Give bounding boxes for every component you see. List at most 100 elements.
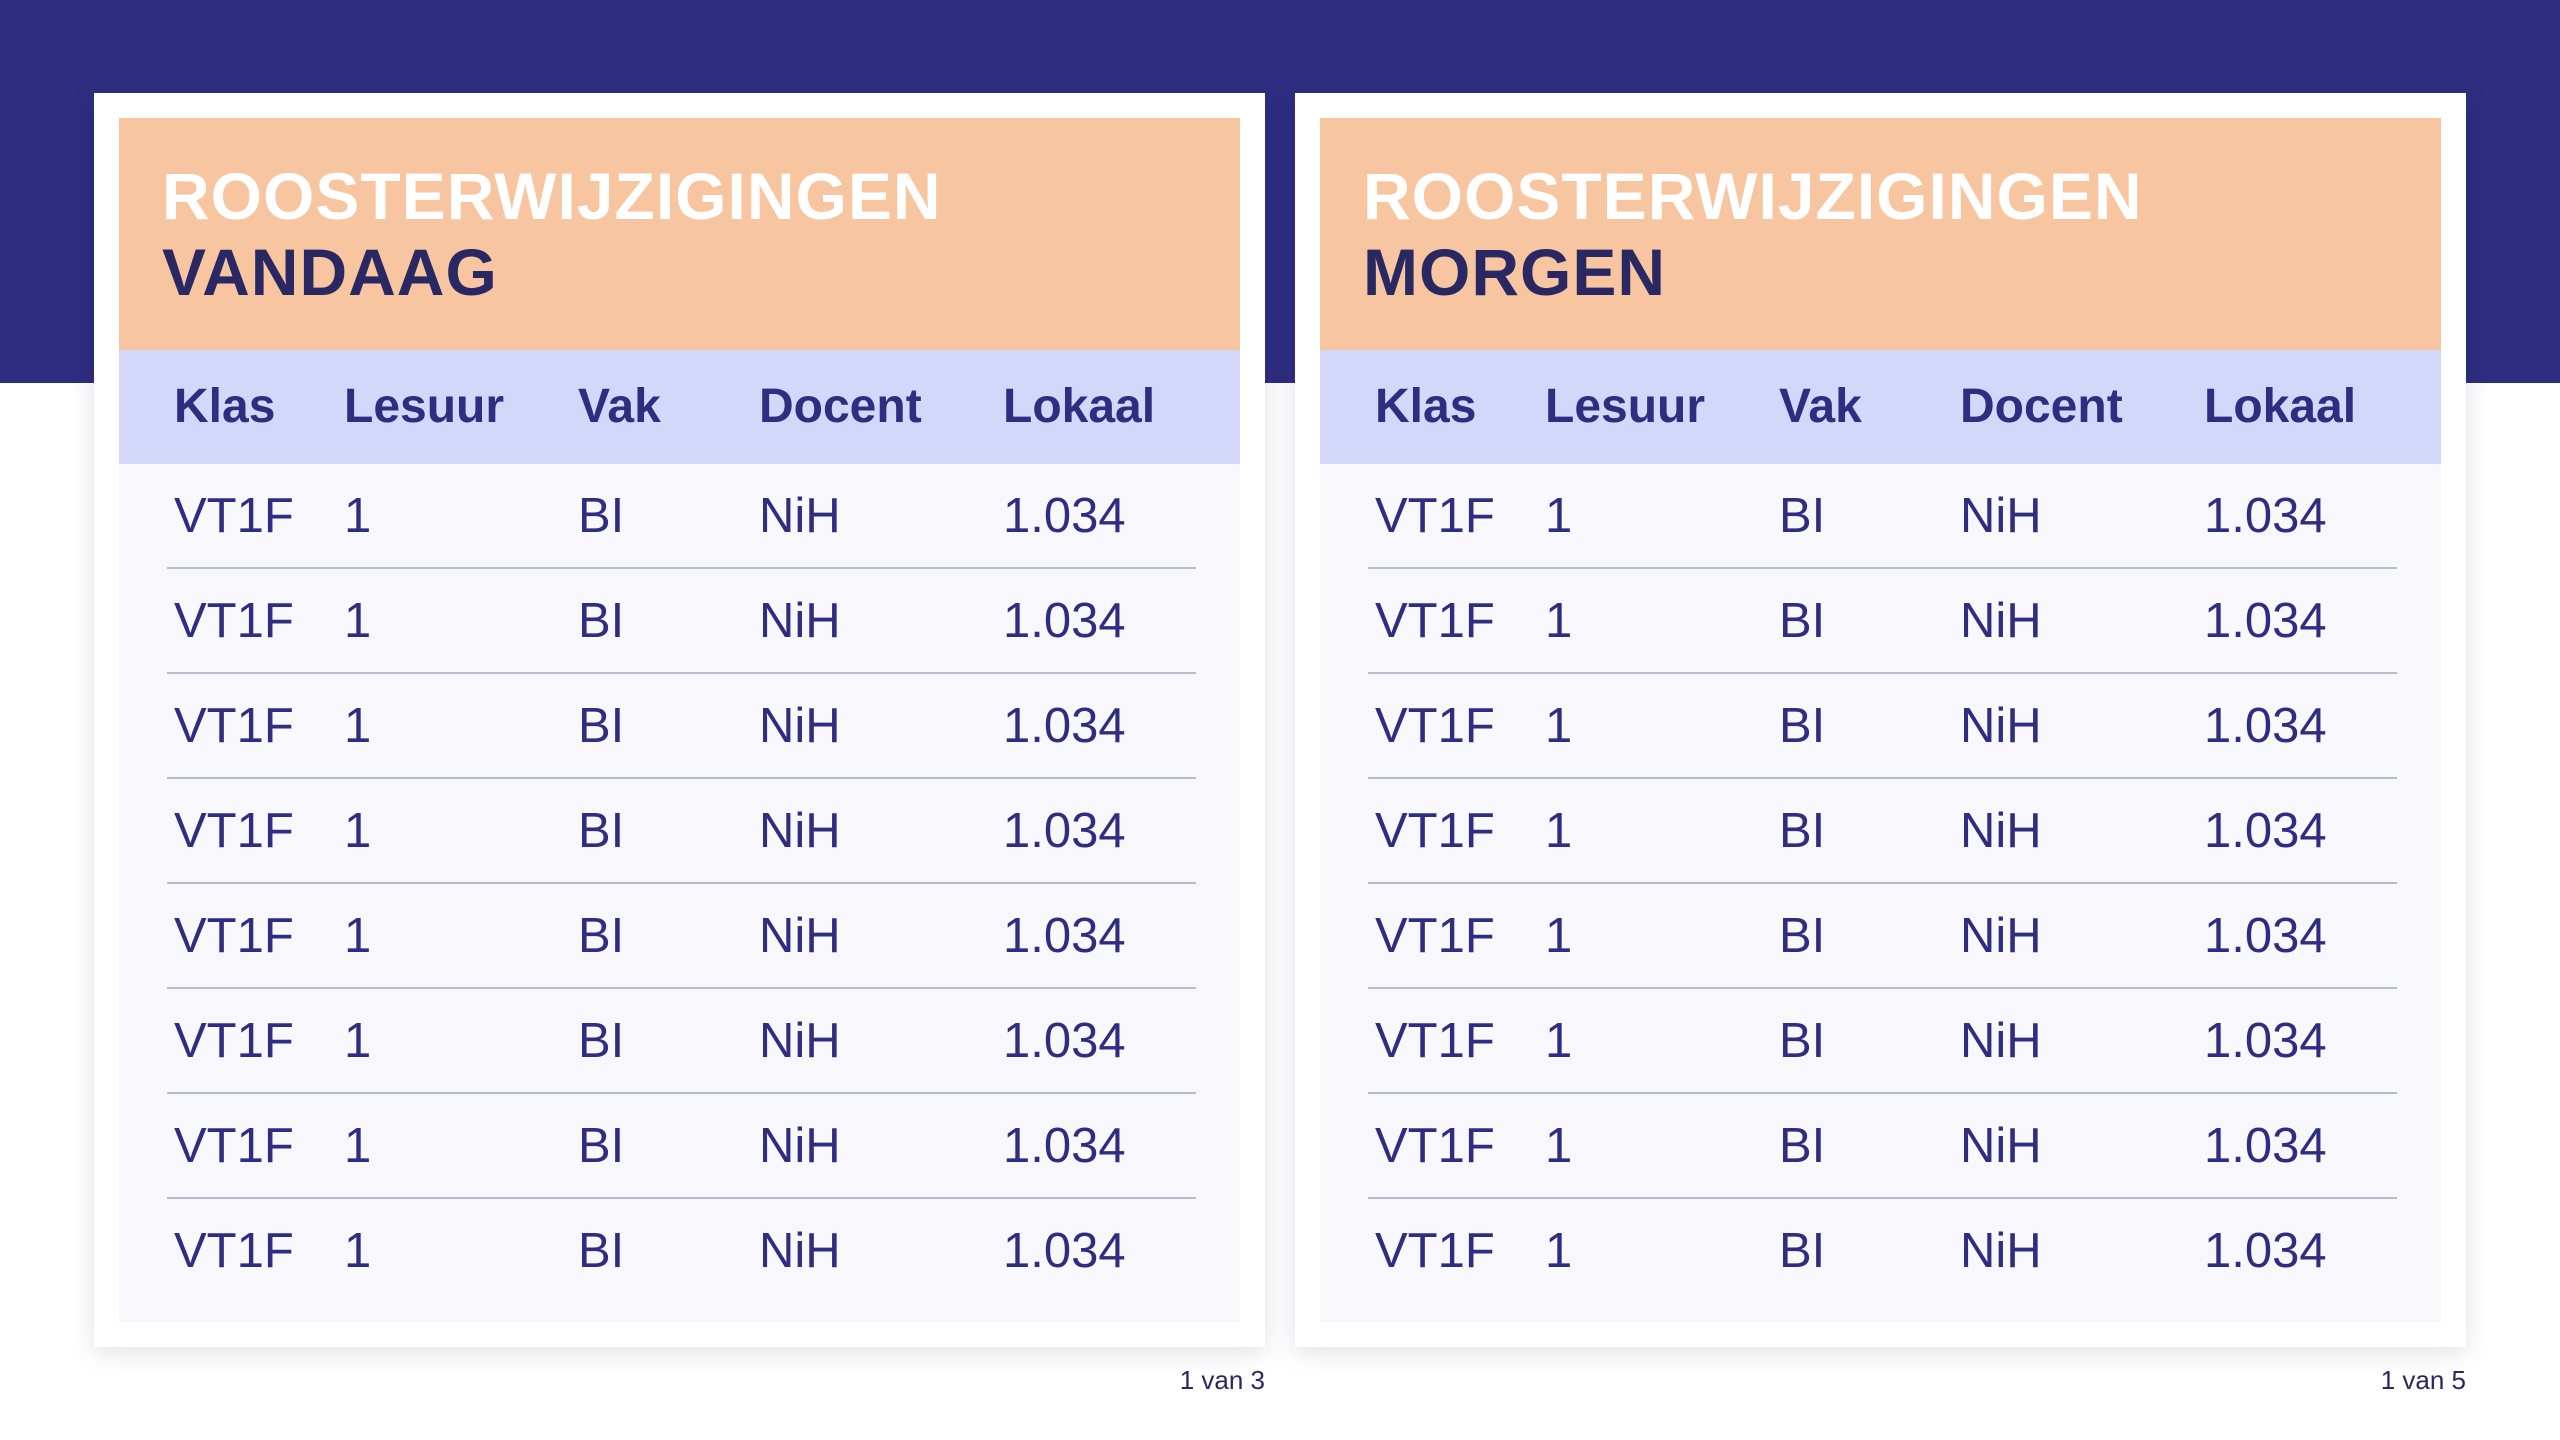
table-row: VT1F 1 BI NiH 1.034 [119,1094,1240,1199]
cell-docent: NiH [1960,489,2042,543]
cell-lesuur: 1 [344,594,372,648]
cell-vak: BI [1779,489,1826,543]
cell-vak: BI [1779,909,1826,963]
cell-vak: BI [1779,1119,1826,1173]
cell-klas: VT1F [1375,699,1495,753]
cell-vak: BI [1779,594,1826,648]
cell-vak: BI [1779,1014,1826,1068]
cell-lesuur: 1 [1545,1224,1573,1278]
cell-docent: NiH [1960,699,2042,753]
cell-klas: VT1F [174,1224,294,1278]
column-header-vak: Vak [1779,380,1862,433]
cell-docent: NiH [759,699,841,753]
cell-lesuur: 1 [344,1119,372,1173]
cell-lesuur: 1 [1545,489,1573,543]
table-row: VT1F 1 BI NiH 1.034 [1320,464,2441,569]
cell-lokaal: 1.034 [1003,489,1126,543]
cell-lesuur: 1 [1545,909,1573,963]
cell-klas: VT1F [174,804,294,858]
cell-lokaal: 1.034 [2204,594,2327,648]
table-row: VT1F 1 BI NiH 1.034 [119,1199,1240,1304]
cell-lesuur: 1 [1545,594,1573,648]
column-header-lokaal: Lokaal [1003,380,1156,433]
cell-lokaal: 1.034 [2204,1119,2327,1173]
cell-docent: NiH [759,1224,841,1278]
cell-lokaal: 1.034 [1003,1119,1126,1173]
panel-title-line1: ROOSTERWIJZIGINGEN [1363,159,2143,233]
page-indicator-today: 1 van 3 [1179,1365,1265,1395]
row-divider [167,672,1196,674]
cell-klas: VT1F [1375,1014,1495,1068]
table-row: VT1F 1 BI NiH 1.034 [119,884,1240,989]
column-header-klas: Klas [174,380,276,433]
panel-title-line1: ROOSTERWIJZIGINGEN [162,159,942,233]
cell-klas: VT1F [1375,1119,1495,1173]
cell-vak: BI [578,1014,625,1068]
cell-lesuur: 1 [344,909,372,963]
row-divider [1368,987,2397,989]
cell-lokaal: 1.034 [1003,909,1126,963]
cell-klas: VT1F [1375,909,1495,963]
cell-klas: VT1F [174,1119,294,1173]
cell-docent: NiH [1960,909,2042,963]
cell-vak: BI [578,1224,625,1278]
cell-lokaal: 1.034 [2204,1224,2327,1278]
cell-klas: VT1F [1375,1224,1495,1278]
column-header-row: Klas Lesuur Vak Docent Lokaal [119,350,1240,464]
cell-docent: NiH [1960,594,2042,648]
cell-klas: VT1F [174,594,294,648]
row-divider [1368,882,2397,884]
table-row: VT1F 1 BI NiH 1.034 [1320,779,2441,884]
cell-klas: VT1F [174,489,294,543]
cell-lokaal: 1.034 [1003,1224,1126,1278]
cell-lokaal: 1.034 [1003,804,1126,858]
cell-lesuur: 1 [1545,1014,1573,1068]
cell-vak: BI [578,1119,625,1173]
cell-lesuur: 1 [1545,1119,1573,1173]
cell-lesuur: 1 [1545,699,1573,753]
schedule-panel-tomorrow: ROOSTERWIJZIGINGEN MORGEN Klas Lesuur Va… [1295,93,2466,1347]
row-divider [1368,567,2397,569]
cell-lesuur: 1 [344,804,372,858]
table-row: VT1F 1 BI NiH 1.034 [119,569,1240,674]
table-row: VT1F 1 BI NiH 1.034 [119,989,1240,1094]
table-row: VT1F 1 BI NiH 1.034 [1320,989,2441,1094]
cell-lokaal: 1.034 [2204,1014,2327,1068]
cell-vak: BI [578,699,625,753]
cell-klas: VT1F [1375,804,1495,858]
table-row: VT1F 1 BI NiH 1.034 [119,464,1240,569]
cell-docent: NiH [759,1119,841,1173]
row-divider [1368,672,2397,674]
row-divider [1368,777,2397,779]
row-divider [167,987,1196,989]
cell-lesuur: 1 [344,1014,372,1068]
schedule-panel-today: ROOSTERWIJZIGINGEN VANDAAG Klas Lesuur V… [94,93,1265,1347]
cell-vak: BI [578,489,625,543]
cell-docent: NiH [1960,1224,2042,1278]
cell-lesuur: 1 [344,489,372,543]
cell-klas: VT1F [1375,489,1495,543]
cell-lokaal: 1.034 [2204,489,2327,543]
column-header-docent: Docent [759,380,922,433]
cell-klas: VT1F [174,1014,294,1068]
column-header-docent: Docent [1960,380,2123,433]
cell-vak: BI [578,594,625,648]
column-header-lokaal: Lokaal [2204,380,2357,433]
panel-header-tomorrow: ROOSTERWIJZIGINGEN MORGEN [1320,118,2441,350]
cell-vak: BI [1779,1224,1826,1278]
cell-lesuur: 1 [344,1224,372,1278]
cell-docent: NiH [1960,1014,2042,1068]
row-divider [167,1197,1196,1199]
table-row: VT1F 1 BI NiH 1.034 [1320,674,2441,779]
page-indicator-tomorrow: 1 van 5 [2380,1365,2466,1395]
cell-vak: BI [578,909,625,963]
cell-lokaal: 1.034 [1003,594,1126,648]
schedule-table-tomorrow: ROOSTERWIJZIGINGEN MORGEN Klas Lesuur Va… [1320,118,2441,1322]
cell-docent: NiH [1960,1119,2042,1173]
panel-header-today: ROOSTERWIJZIGINGEN VANDAAG [119,118,1240,350]
table-row: VT1F 1 BI NiH 1.034 [119,779,1240,884]
cell-lesuur: 1 [1545,804,1573,858]
panel-title-line2: MORGEN [1363,235,1666,309]
cell-lokaal: 1.034 [2204,909,2327,963]
cell-docent: NiH [759,489,841,543]
